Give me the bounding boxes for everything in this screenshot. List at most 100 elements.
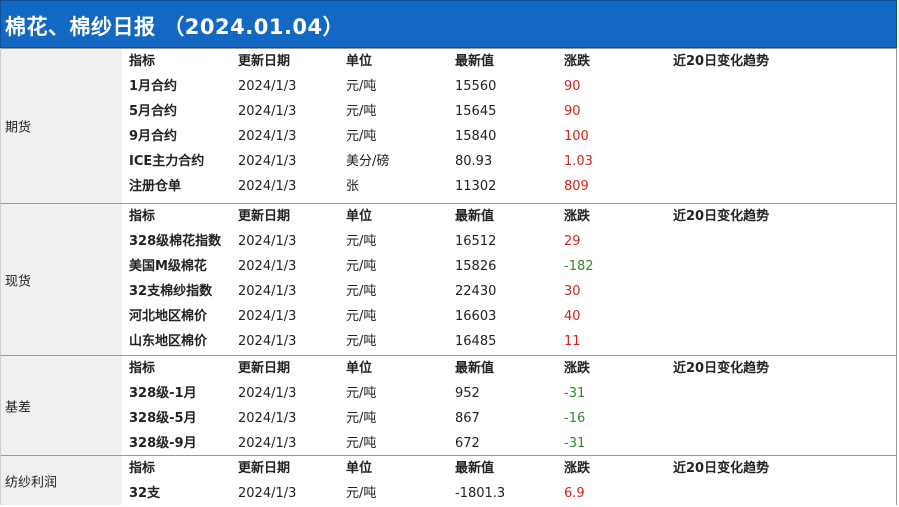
update-date: 2024/1/3 — [238, 309, 297, 324]
table-row: 9月合约 2024/1/3 元/吨 15840 100 — [122, 124, 896, 149]
latest-value: 867 — [455, 411, 480, 426]
section-label: 现货 — [1, 204, 122, 355]
section-label: 期货 — [1, 49, 122, 203]
update-date: 2024/1/3 — [238, 129, 297, 144]
change-value: -16 — [564, 411, 586, 426]
change-value: 40 — [564, 309, 581, 324]
change-value: 809 — [564, 179, 589, 194]
table-row: 山东地区棉价 2024/1/3 元/吨 16485 11 — [122, 329, 896, 354]
table-row: 注册仓单 2024/1/3 张 11302 809 — [122, 174, 896, 199]
change-value: 1.03 — [564, 154, 593, 169]
unit: 张 — [346, 179, 360, 194]
update-date: 2024/1/3 — [238, 284, 297, 299]
col-date-header: 更新日期 — [238, 361, 291, 376]
section-label-text: 纺纱利润 — [5, 475, 58, 490]
col-value-header: 最新值 — [455, 54, 495, 69]
update-date: 2024/1/3 — [238, 386, 297, 401]
change-value: 90 — [564, 104, 581, 119]
unit: 元/吨 — [346, 436, 377, 451]
unit: 元/吨 — [346, 79, 377, 94]
col-change-header: 涨跌 — [564, 361, 591, 376]
report-table: 期货 指标 更新日期 单位 最新值 涨跌 近20日变化趋势 1月合约 2024/1/3 元/吨 15… — [0, 48, 897, 505]
col-change-header: 涨跌 — [564, 461, 591, 476]
col-indicator-header: 指标 — [129, 461, 156, 476]
column-header-row: 指标 更新日期 单位 最新值 涨跌 近20日变化趋势 — [122, 204, 896, 229]
col-unit-header: 单位 — [346, 54, 373, 69]
indicator-name: ICE主力合约 — [129, 154, 205, 169]
indicator-name: 山东地区棉价 — [129, 334, 208, 349]
col-date-header: 更新日期 — [238, 209, 291, 224]
unit: 元/吨 — [346, 386, 377, 401]
latest-value: 16512 — [455, 234, 497, 249]
table-row: ICE主力合约 2024/1/3 美分/磅 80.93 1.03 — [122, 149, 896, 174]
col-unit-header: 单位 — [346, 209, 373, 224]
change-value: 6.9 — [564, 486, 585, 501]
report-header: 棉花、棉纱日报 （2024.01.04） — [0, 0, 897, 48]
table-row: 32支棉纱指数 2024/1/3 元/吨 22430 30 — [122, 279, 896, 304]
col-date-header: 更新日期 — [238, 54, 291, 69]
col-indicator-header: 指标 — [129, 209, 156, 224]
latest-value: 672 — [455, 436, 480, 451]
col-trend-header: 近20日变化趋势 — [673, 54, 770, 69]
unit: 元/吨 — [346, 234, 377, 249]
unit: 美分/磅 — [346, 154, 390, 169]
latest-value: 11302 — [455, 179, 497, 194]
update-date: 2024/1/3 — [238, 334, 297, 349]
col-trend-header: 近20日变化趋势 — [673, 361, 770, 376]
latest-value: 22430 — [455, 284, 497, 299]
update-date: 2024/1/3 — [238, 79, 297, 94]
change-value: -31 — [564, 386, 586, 401]
section-label-text: 现货 — [5, 274, 32, 289]
column-header-row: 指标 更新日期 单位 最新值 涨跌 近20日变化趋势 — [122, 49, 896, 74]
col-change-header: 涨跌 — [564, 54, 591, 69]
section-label: 纺纱利润 — [1, 456, 122, 505]
unit: 元/吨 — [346, 486, 377, 501]
indicator-name: 328级-5月 — [129, 411, 197, 426]
section-futures: 期货 指标 更新日期 单位 最新值 涨跌 近20日变化趋势 1月合约 2024/1/3 元/吨 15… — [1, 48, 896, 203]
col-indicator-header: 指标 — [129, 361, 156, 376]
change-value: 11 — [564, 334, 581, 349]
update-date: 2024/1/3 — [238, 259, 297, 274]
section-basis: 基差 指标 更新日期 单位 最新值 涨跌 近20日变化趋势 328级-1月 2024/1/3 元/… — [1, 355, 896, 455]
update-date: 2024/1/3 — [238, 436, 297, 451]
update-date: 2024/1/3 — [238, 234, 297, 249]
indicator-name: 328级棉花指数 — [129, 234, 222, 249]
table-row: 328级-5月 2024/1/3 元/吨 867 -16 — [122, 406, 896, 431]
unit: 元/吨 — [346, 104, 377, 119]
latest-value: 15840 — [455, 129, 497, 144]
change-value: -182 — [564, 259, 594, 274]
section-label: 基差 — [1, 356, 122, 455]
latest-value: 15826 — [455, 259, 497, 274]
col-change-header: 涨跌 — [564, 209, 591, 224]
table-row: 328级-1月 2024/1/3 元/吨 952 -31 — [122, 381, 896, 406]
indicator-name: 美国M级棉花 — [129, 259, 207, 274]
col-unit-header: 单位 — [346, 461, 373, 476]
unit: 元/吨 — [346, 284, 377, 299]
col-indicator-header: 指标 — [129, 54, 156, 69]
latest-value: 15645 — [455, 104, 497, 119]
latest-value: 16603 — [455, 309, 497, 324]
table-row: 1月合约 2024/1/3 元/吨 15560 90 — [122, 74, 896, 99]
section-spot: 现货 指标 更新日期 单位 最新值 涨跌 近20日变化趋势 328级棉花指数 2024/1/3 元… — [1, 203, 896, 355]
unit: 元/吨 — [346, 411, 377, 426]
col-date-header: 更新日期 — [238, 461, 291, 476]
col-value-header: 最新值 — [455, 209, 495, 224]
latest-value: -1801.3 — [455, 486, 506, 501]
section-label-text: 基差 — [5, 400, 32, 415]
indicator-name: 9月合约 — [129, 129, 178, 144]
indicator-name: 河北地区棉价 — [129, 309, 208, 324]
indicator-name: 1月合约 — [129, 79, 178, 94]
report-title: 棉花、棉纱日报 （2024.01.04） — [5, 15, 345, 39]
latest-value: 952 — [455, 386, 480, 401]
indicator-name: 328级-9月 — [129, 436, 197, 451]
table-row: 328级-9月 2024/1/3 元/吨 672 -31 — [122, 431, 896, 456]
column-header-row: 指标 更新日期 单位 最新值 涨跌 近20日变化趋势 — [122, 356, 896, 381]
section-yarn-profit: 纺纱利润 指标 更新日期 单位 最新值 涨跌 近20日变化趋势 32支 2024/1/3 元/吨 -… — [1, 455, 896, 505]
update-date: 2024/1/3 — [238, 154, 297, 169]
indicator-name: 32支棉纱指数 — [129, 284, 213, 299]
indicator-name: 328级-1月 — [129, 386, 197, 401]
update-date: 2024/1/3 — [238, 104, 297, 119]
col-unit-header: 单位 — [346, 361, 373, 376]
change-value: 90 — [564, 79, 581, 94]
table-row: 5月合约 2024/1/3 元/吨 15645 90 — [122, 99, 896, 124]
